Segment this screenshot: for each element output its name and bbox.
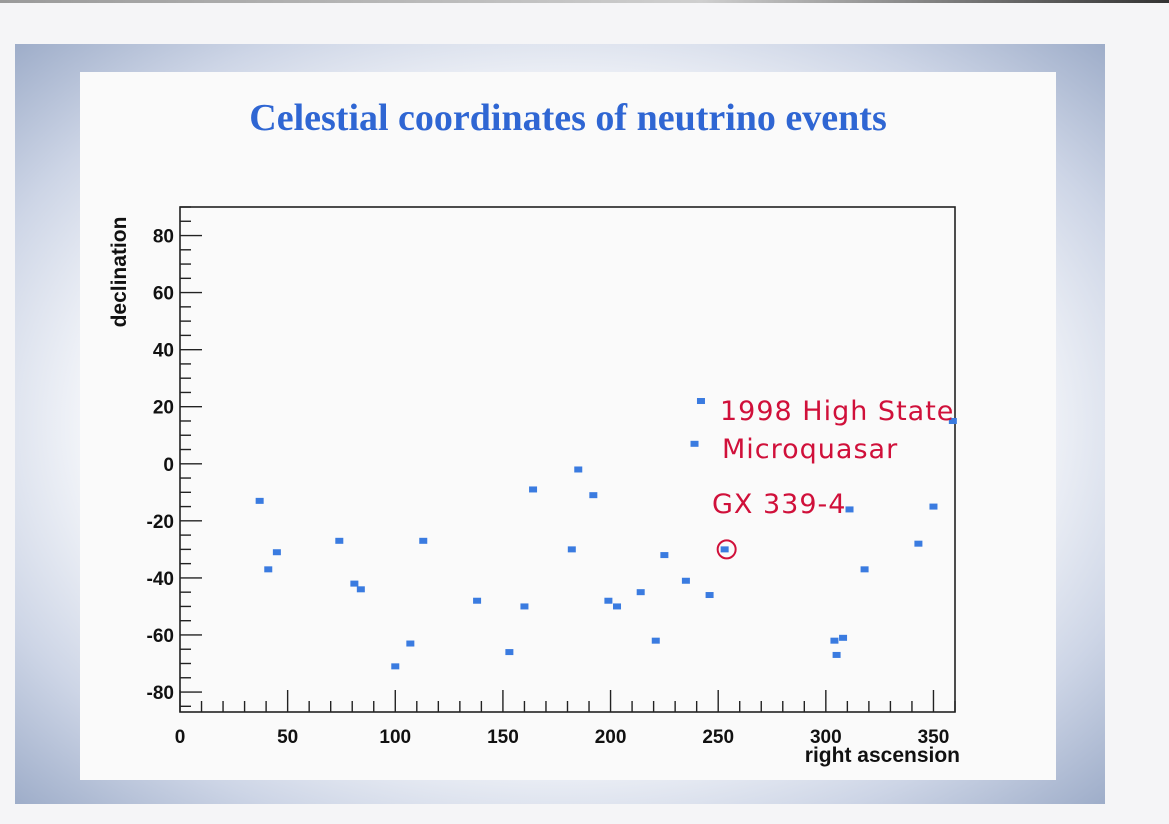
- data-point: [335, 537, 344, 544]
- y-tick-label: -20: [147, 512, 174, 533]
- y-tick-label: 0: [163, 455, 174, 476]
- y-tick-label: 60: [153, 284, 174, 305]
- slide: [80, 72, 1056, 780]
- data-point: [929, 503, 938, 510]
- x-tick-label: 150: [487, 727, 519, 748]
- data-point: [356, 586, 365, 593]
- data-point: [832, 651, 841, 658]
- annotation-line-2: Microquasar: [722, 434, 898, 465]
- handwritten-annotation: 1998 High State Microquasar GX 339-4: [712, 396, 954, 560]
- x-tick-label: 50: [277, 727, 298, 748]
- chart-title: Celestial coordinates of neutrino events: [249, 97, 887, 139]
- annotation-circle: [716, 539, 737, 560]
- y-tick-label: -80: [147, 683, 174, 704]
- y-axis-tick-labels: 80 60 40 20 0 -20 -40 -60 -80: [147, 227, 174, 704]
- data-point: [520, 603, 529, 610]
- annotation-line-3: GX 339-4: [712, 489, 846, 520]
- data-point: [705, 592, 714, 599]
- data-point: [567, 546, 576, 553]
- data-point: [272, 549, 281, 556]
- y-axis-ticks: [180, 206, 202, 707]
- data-point: [406, 640, 415, 647]
- data-point: [473, 597, 482, 604]
- data-point: [391, 663, 400, 670]
- x-tick-label: 300: [810, 727, 842, 748]
- data-point: [651, 637, 660, 644]
- data-point: [696, 398, 705, 405]
- data-point: [660, 552, 669, 559]
- y-tick-label: -40: [147, 569, 174, 590]
- x-axis-title: right ascension: [805, 744, 960, 767]
- data-point: [914, 540, 923, 547]
- data-point: [264, 566, 273, 573]
- x-tick-label: 350: [918, 727, 950, 748]
- y-tick-label: 80: [153, 227, 174, 248]
- scan-edge: [0, 0, 1169, 3]
- annotation-line-1: 1998 High State: [720, 396, 954, 427]
- x-tick-label: 200: [595, 727, 627, 748]
- data-point: [574, 466, 583, 473]
- y-axis-title: declination: [108, 217, 131, 328]
- y-tick-label: -60: [147, 626, 174, 647]
- data-point: [845, 506, 854, 513]
- data-point: [636, 589, 645, 596]
- x-axis-tick-labels: 0 50 100 150 200 250 300 350: [175, 727, 950, 748]
- data-point: [690, 440, 699, 447]
- data-points: [255, 398, 957, 670]
- data-point: [720, 546, 729, 553]
- data-point: [589, 492, 598, 499]
- data-point: [613, 603, 622, 610]
- data-point: [255, 497, 264, 504]
- data-point: [419, 537, 428, 544]
- x-axis-ticks: [179, 690, 956, 712]
- data-point: [948, 417, 957, 424]
- data-point: [505, 649, 514, 656]
- x-tick-label: 100: [379, 727, 411, 748]
- data-point: [830, 637, 839, 644]
- data-point: [860, 566, 869, 573]
- data-point: [839, 634, 848, 641]
- data-point: [529, 486, 538, 493]
- y-tick-label: 40: [153, 341, 174, 362]
- data-point: [350, 580, 359, 587]
- x-tick-label: 250: [702, 727, 734, 748]
- data-point: [681, 577, 690, 584]
- data-point: [604, 597, 613, 604]
- x-tick-label: 0: [175, 727, 186, 748]
- y-tick-label: 20: [153, 398, 174, 419]
